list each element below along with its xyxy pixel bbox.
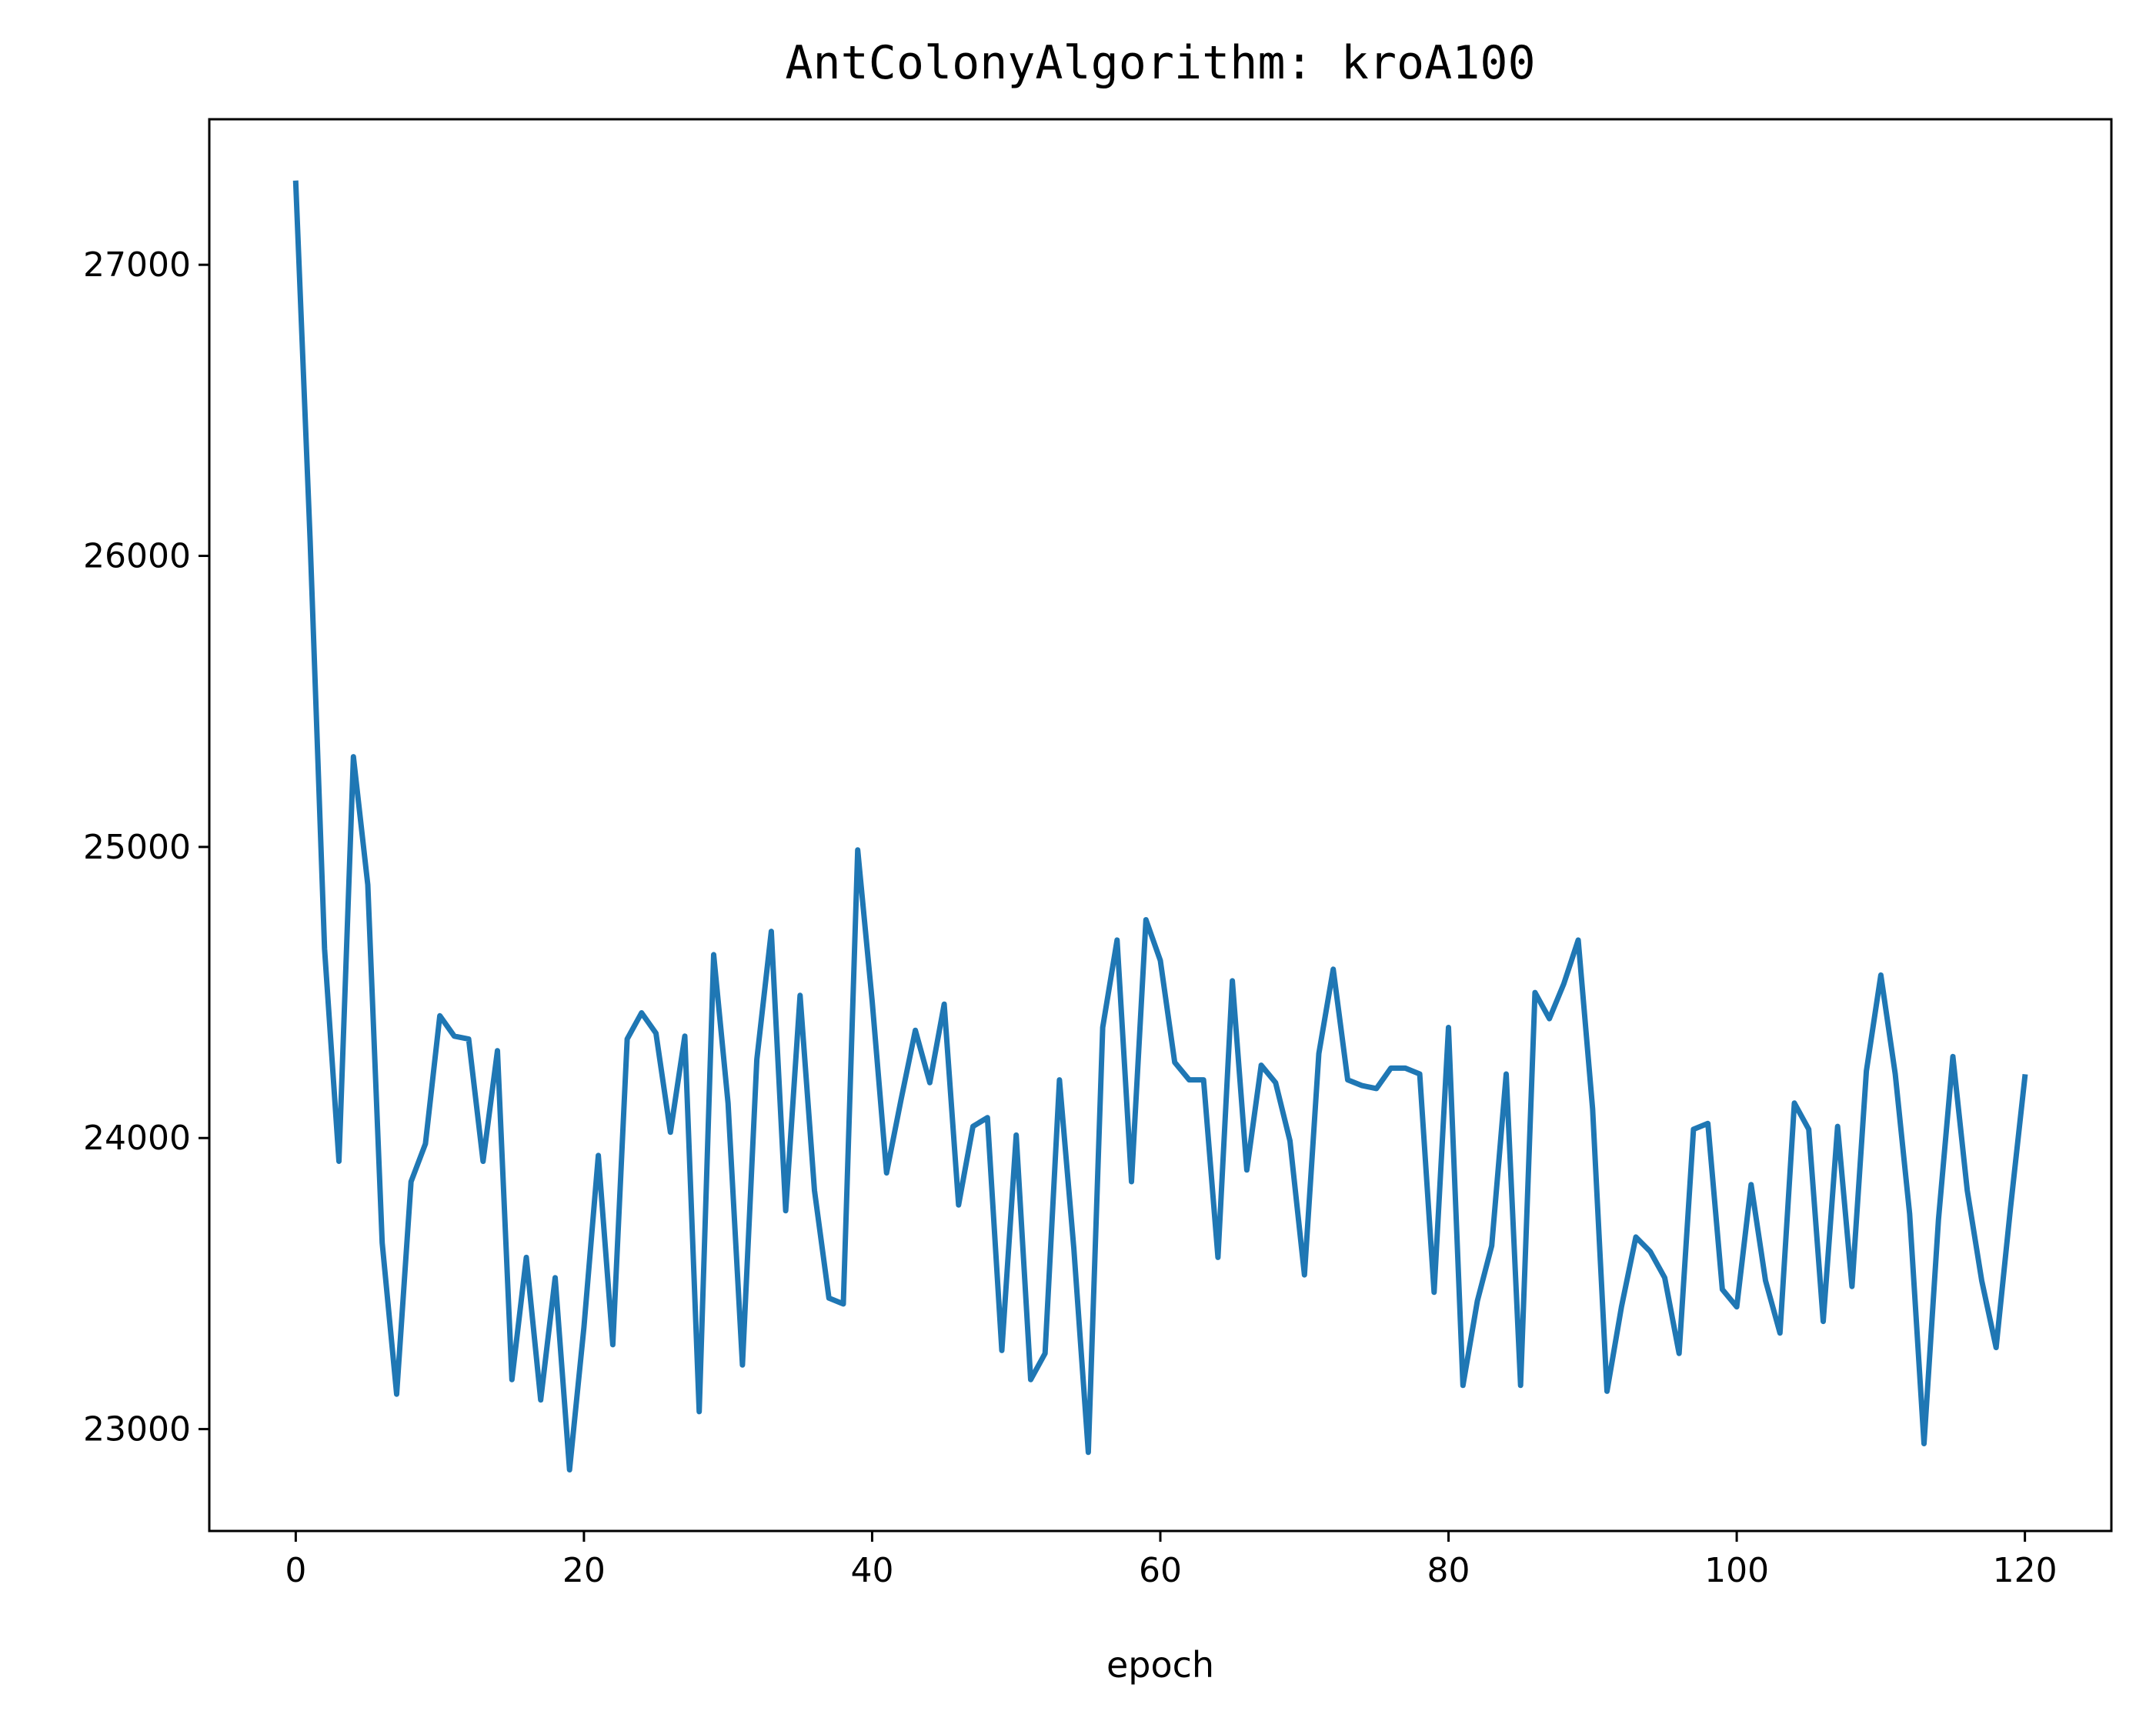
plot-frame <box>208 118 2113 1533</box>
x-tick-label: 40 <box>850 1551 893 1590</box>
y-tick-label: 25000 <box>83 828 191 867</box>
x-tick-label: 60 <box>1139 1551 1182 1590</box>
x-tick-label: 0 <box>285 1551 306 1590</box>
y-axis: 23000 24000 25000 26000 27000 <box>83 245 209 1449</box>
y-tick-label: 26000 <box>83 537 191 576</box>
series-line <box>292 180 2028 1473</box>
x-axis: 0 20 40 60 80 100 120 <box>285 1531 2058 1590</box>
y-tick-label: 24000 <box>83 1119 191 1158</box>
x-axis-label: epoch <box>1106 1644 1214 1686</box>
x-tick-label: 80 <box>1427 1551 1470 1590</box>
y-tick-label: 27000 <box>83 245 191 285</box>
y-tick-label: 23000 <box>83 1410 191 1449</box>
x-tick-label: 120 <box>1993 1551 2058 1590</box>
x-tick-label: 20 <box>562 1551 606 1590</box>
x-tick-label: 100 <box>1704 1551 1769 1590</box>
chart-title: AntColonyAlgorithm: kroA100 <box>785 36 1535 90</box>
